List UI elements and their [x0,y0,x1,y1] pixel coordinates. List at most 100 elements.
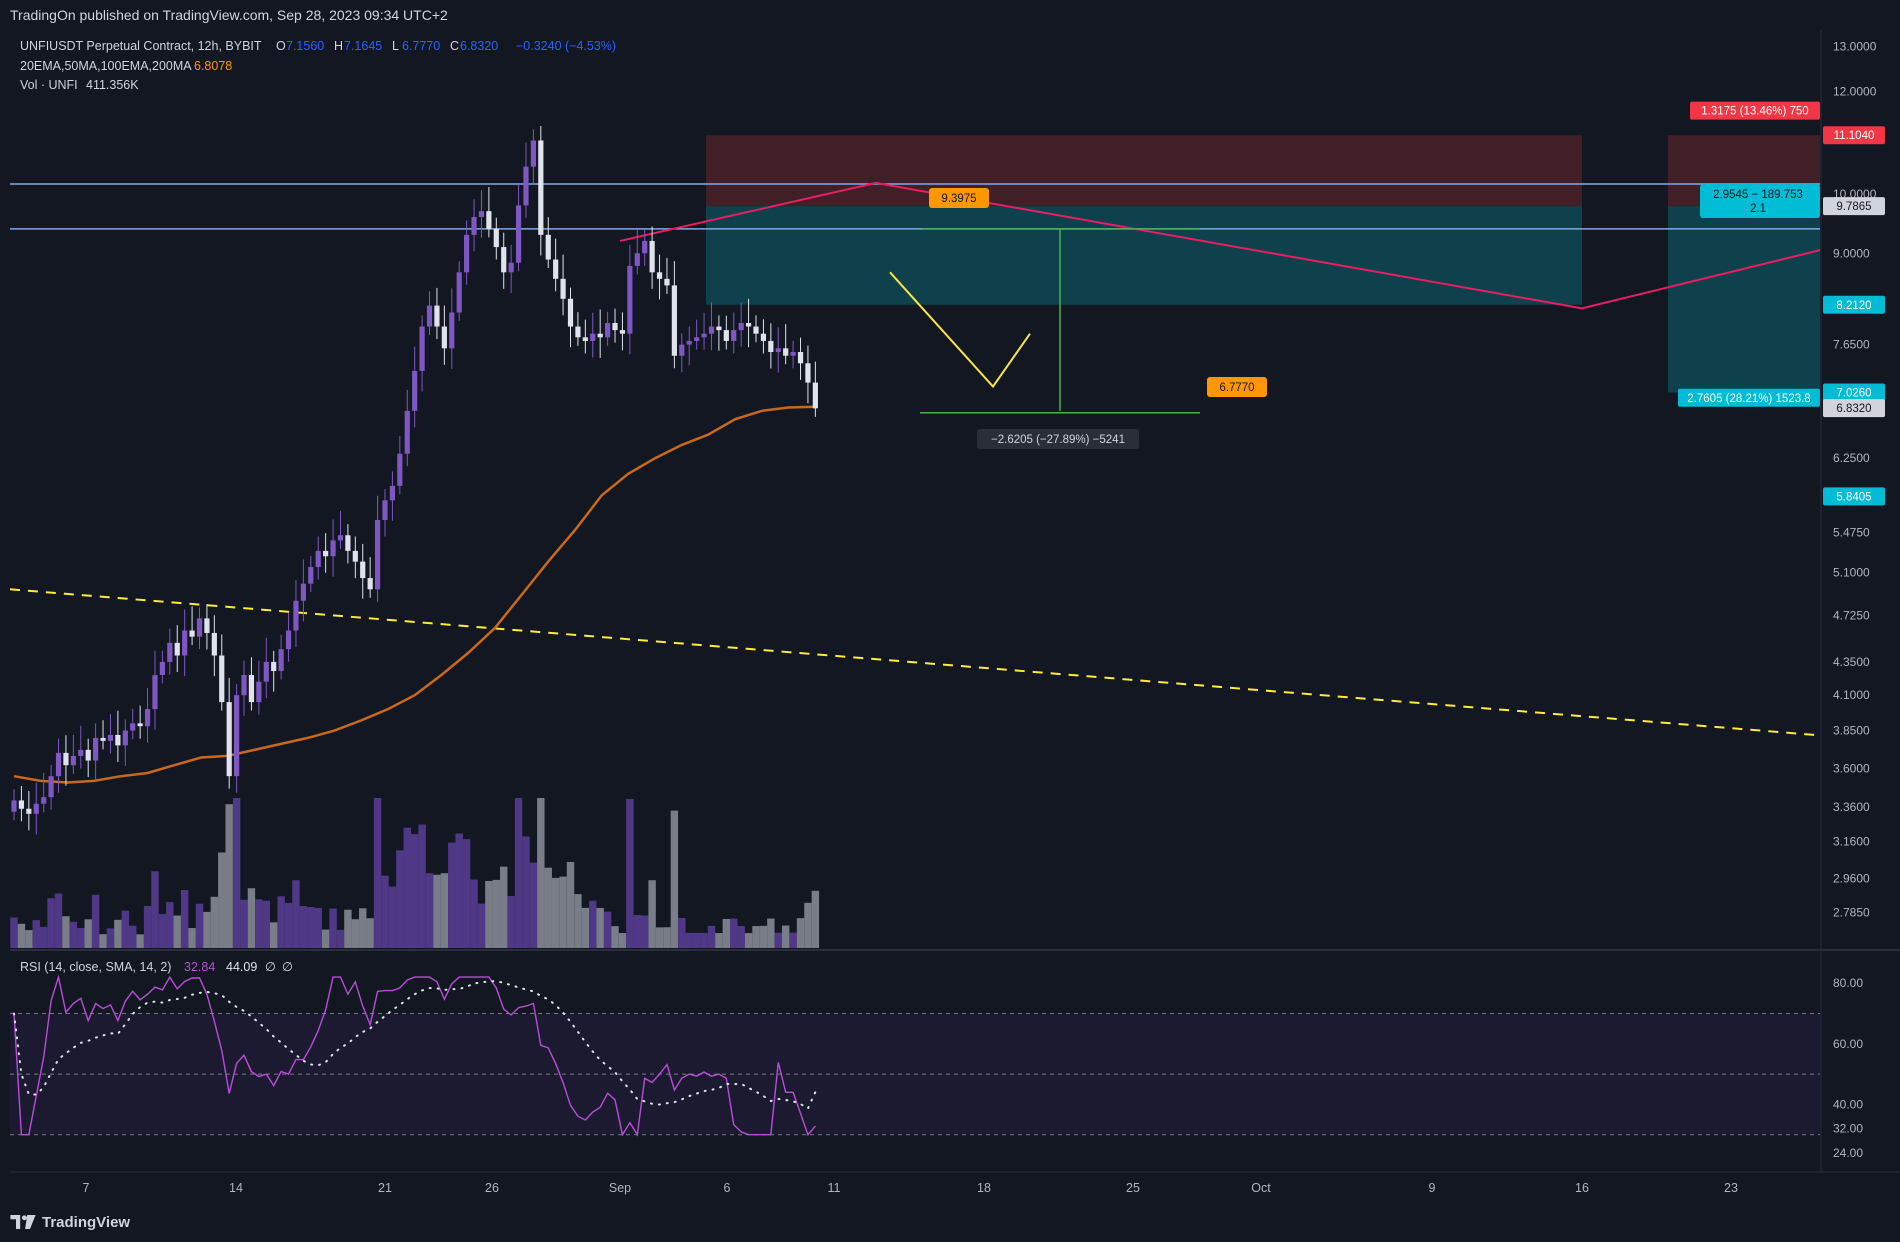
volume-bar [247,888,256,948]
position-box-line1: 2.9545 − 189.753 [1713,189,1803,201]
volume-bar [10,917,18,948]
candle [300,583,306,601]
candle [122,730,128,746]
candle [694,337,700,341]
candle [211,632,217,656]
rsi-tick: 40.00 [1833,1097,1863,1111]
volume-legend-value: 411.356K [86,78,139,92]
pink-trend-line [619,181,1820,310]
dashed-trend-line [10,588,1816,736]
candle [330,540,336,557]
price-tag-bg [1823,295,1885,314]
candle [397,453,403,486]
rsi-line [13,974,816,1137]
candle [642,240,648,254]
candle [18,800,25,809]
time-tick: 25 [1126,1181,1140,1195]
volume-bar [596,907,604,948]
candle [664,278,670,286]
candle [55,752,62,777]
volume-bar [17,923,26,948]
volume-bar [195,903,204,948]
ohlc-key-h: H [334,39,343,53]
candle [738,322,744,331]
candle [182,630,188,656]
time-tick: 23 [1724,1181,1738,1195]
ohlc-change: −0.3240 (−4.53%) [516,39,616,53]
candlestick-chart[interactable]: 9.3975 6.7770 −2.6205 (−27.89%) −5241 2.954… [0,0,1900,1202]
volume-bar [91,894,100,948]
volume-bar [173,915,181,948]
volume-bar [121,910,129,948]
volume-bar [492,879,500,948]
volume-bar [232,798,241,948]
time-tick: 16 [1575,1181,1589,1195]
candle [234,695,240,777]
candle [783,348,789,356]
volume-bar [507,896,515,948]
volume-bar [433,874,441,948]
volume-bar [180,890,189,948]
tradingview-logo-icon [10,1215,36,1229]
tradingview-logo[interactable]: TradingView [10,1212,130,1232]
take-profit-zone-2 [1668,206,1820,393]
price-tag-bg [1678,388,1820,407]
price-tick: 3.3600 [1833,800,1870,814]
volume-bar [270,922,278,948]
volume-bar [410,834,419,948]
candle [367,578,373,590]
price-tag: 5.8405 [1836,491,1871,503]
volume-bar [136,934,144,948]
price-tick: 3.8500 [1833,724,1870,738]
volume-bar [707,925,716,948]
volume-bar [544,867,552,948]
volume-bar [618,932,627,948]
volume-bar [566,861,575,948]
volume-bar [321,929,330,948]
candle [723,330,729,341]
candle [753,326,759,334]
volume-bar [344,909,352,948]
candle [278,649,284,672]
time-tick: Oct [1251,1181,1271,1195]
candle [656,272,663,279]
volume-bar [25,930,33,948]
volume-bar [455,833,463,948]
tradingview-brand: TradingView [42,1213,131,1231]
volume-bar [641,915,649,948]
position-box-bg [1700,184,1820,218]
candle [523,166,529,206]
price-tag: 11.1040 [1834,130,1875,142]
candle [382,500,388,520]
volume-bar [314,907,322,948]
volume-bar [84,919,92,948]
volume-bar [225,804,233,948]
volume-bar [789,932,797,948]
candle [464,234,470,273]
volume-bar [351,919,360,948]
volume-bar [39,926,48,948]
candle [545,234,551,260]
volume-bar [359,908,367,948]
price-tick: 12.0000 [1833,85,1877,99]
rsi-legend-label: RSI (14, close, SMA, 14, 2) [20,960,171,974]
rsi-na-2: ∅ [282,960,293,974]
candle [389,485,396,501]
candle [708,326,715,334]
candle [412,370,418,411]
candle [686,340,692,345]
candle [508,262,514,273]
candle [352,550,358,562]
candle [471,216,477,235]
symbol-legend: UNFIUSDT Perpetual Contract, 12h, BYBIT [20,39,262,53]
candle [441,326,447,349]
measure-label: −2.6205 (−27.89%) −5241 [991,434,1125,446]
candle [11,800,17,812]
time-tick: 9 [1429,1181,1436,1195]
volume-bar [692,932,701,948]
volume-bar [284,902,293,948]
candle [612,322,618,331]
volume-bar [611,926,619,948]
volume-bar [262,900,270,948]
candle [174,642,180,656]
